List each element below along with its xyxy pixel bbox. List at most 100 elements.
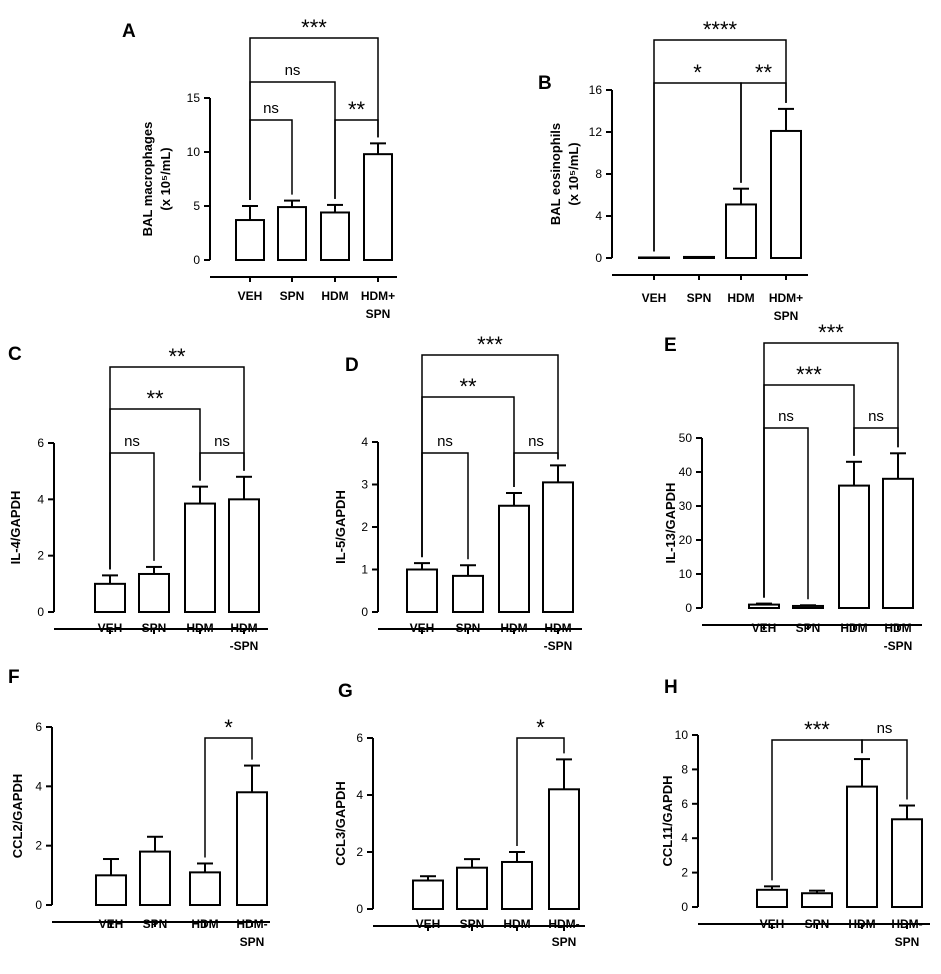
x-tick-label: SPN — [456, 621, 481, 635]
significance-bracket — [853, 427, 899, 456]
y-tick-label: 4 — [356, 788, 363, 802]
panel-letter: H — [664, 677, 678, 698]
significance-bracket — [516, 737, 565, 846]
significance-bracket — [109, 366, 245, 570]
significance-label: ** — [348, 97, 366, 122]
significance-label: *** — [301, 15, 327, 40]
y-tick-label: 8 — [595, 167, 602, 181]
significance-label: ** — [755, 60, 773, 85]
y-tick-label: 1 — [361, 563, 368, 577]
x-tick-label: SPN — [143, 917, 168, 931]
y-tick-label: 0 — [361, 605, 368, 619]
significance-label: ns — [263, 100, 279, 117]
bar — [320, 211, 350, 261]
x-tick-label: HDM+ — [361, 289, 395, 303]
y-tick-label: 0 — [685, 601, 692, 615]
x-tick-label: SPN — [280, 289, 305, 303]
y-tick-label: 6 — [35, 720, 42, 734]
x-tick-label: HDM — [884, 621, 911, 635]
y-tick-label: 2 — [361, 520, 368, 534]
x-tick-label: VEH — [760, 917, 785, 931]
significance-bracket — [249, 37, 379, 200]
bar — [725, 203, 757, 259]
significance-bracket — [763, 342, 899, 598]
significance-label: ns — [868, 408, 884, 425]
x-tick-label: HDM — [840, 621, 867, 635]
y-tick-label: 2 — [35, 839, 42, 853]
bar — [363, 153, 393, 261]
y-tick-label: 6 — [681, 797, 688, 811]
significance-label: ** — [146, 386, 164, 411]
y-tick-label: 10 — [187, 145, 201, 159]
x-tick-label: VEH — [416, 917, 441, 931]
x-tick-label: HDM — [230, 621, 257, 635]
x-tick-label: SPN — [895, 935, 920, 949]
bar — [138, 572, 170, 613]
x-tick-label: VEH — [410, 621, 435, 635]
bar — [235, 219, 265, 261]
x-tick-label: HDM — [321, 289, 348, 303]
y-axis-label: BAL eosinophils — [548, 123, 563, 225]
bar — [882, 477, 914, 609]
x-tick-label: VEH — [752, 621, 777, 635]
y-axis-label: IL-4/GAPDH — [8, 491, 23, 565]
y-tick-label: 5 — [193, 199, 200, 213]
x-tick-label: SPN — [366, 307, 391, 321]
significance-label: * — [536, 715, 545, 740]
y-tick-label: 30 — [679, 499, 693, 513]
bar — [838, 484, 870, 610]
panel-letter: E — [664, 335, 677, 356]
panel-h: H CCL11/GAPDH 0 2 4 6 8 10 VEH SPN HDM HDM- SPN *** ns — [660, 677, 930, 949]
bar — [683, 255, 715, 260]
bar — [498, 504, 530, 613]
bar — [94, 582, 126, 613]
bar — [277, 206, 307, 261]
bar — [412, 879, 444, 910]
significance-bracket — [763, 427, 809, 600]
x-tick-label: SPN — [142, 621, 167, 635]
y-axis-label: (x 10⁵/mL) — [158, 147, 173, 210]
significance-label: ns — [214, 433, 230, 450]
y-axis-label: BAL macrophages — [140, 122, 155, 237]
panel-letter: D — [345, 355, 359, 376]
bar — [236, 791, 268, 906]
x-tick-label: SPN — [460, 917, 485, 931]
x-tick-label: VEH — [99, 917, 124, 931]
bar — [770, 129, 802, 259]
y-tick-label: 2 — [681, 866, 688, 880]
bar — [189, 871, 221, 906]
significance-bracket — [109, 452, 155, 570]
y-tick-label: 12 — [589, 125, 603, 139]
y-tick-label: 40 — [679, 465, 693, 479]
x-tick-label: HDM- — [891, 917, 922, 931]
panel-d: D IL-5/GAPDH 0 1 2 3 4 VEH SPN HDM HDM -SPN ns ns ****… — [333, 332, 582, 653]
x-tick-label: -SPN — [544, 639, 573, 653]
y-tick-label: 10 — [675, 728, 689, 742]
y-tick-label: 6 — [37, 436, 44, 450]
x-tick-label: HDM- — [236, 917, 267, 931]
significance-label: *** — [818, 320, 844, 345]
significance-label: ns — [877, 720, 893, 737]
y-tick-label: 50 — [679, 431, 693, 445]
bar — [846, 785, 878, 908]
bar — [452, 574, 484, 613]
panel-a: A BAL macrophages (x 10⁵/mL) 0 5 10 15 VEH SPN HD… — [122, 15, 397, 321]
x-tick-label: HDM — [191, 917, 218, 931]
y-tick-label: 0 — [681, 900, 688, 914]
x-tick-label: HDM — [848, 917, 875, 931]
x-tick-label: -SPN — [884, 639, 913, 653]
significance-bracket — [421, 354, 559, 558]
y-axis-label: IL-5/GAPDH — [333, 490, 348, 564]
significance-label: ns — [124, 433, 140, 450]
x-tick-label: HDM+ — [769, 291, 803, 305]
x-tick-label: SPN — [240, 935, 265, 949]
significance-bracket — [421, 452, 469, 560]
y-tick-label: 4 — [595, 209, 602, 223]
panel-f: F CCL2/GAPDH 0 2 4 6 VEH SPN HDM HDM- SPN * — [8, 667, 270, 949]
y-axis-label: (x 10⁵/mL) — [566, 142, 581, 205]
y-tick-label: 16 — [589, 83, 603, 97]
panel-e: E IL-13/GAPDH 0 10 20 30 40 50 VEH SPN HDM HDM -SPN n… — [663, 320, 922, 653]
y-tick-label: 4 — [35, 779, 42, 793]
bar — [891, 818, 923, 909]
significance-bracket — [249, 119, 293, 200]
